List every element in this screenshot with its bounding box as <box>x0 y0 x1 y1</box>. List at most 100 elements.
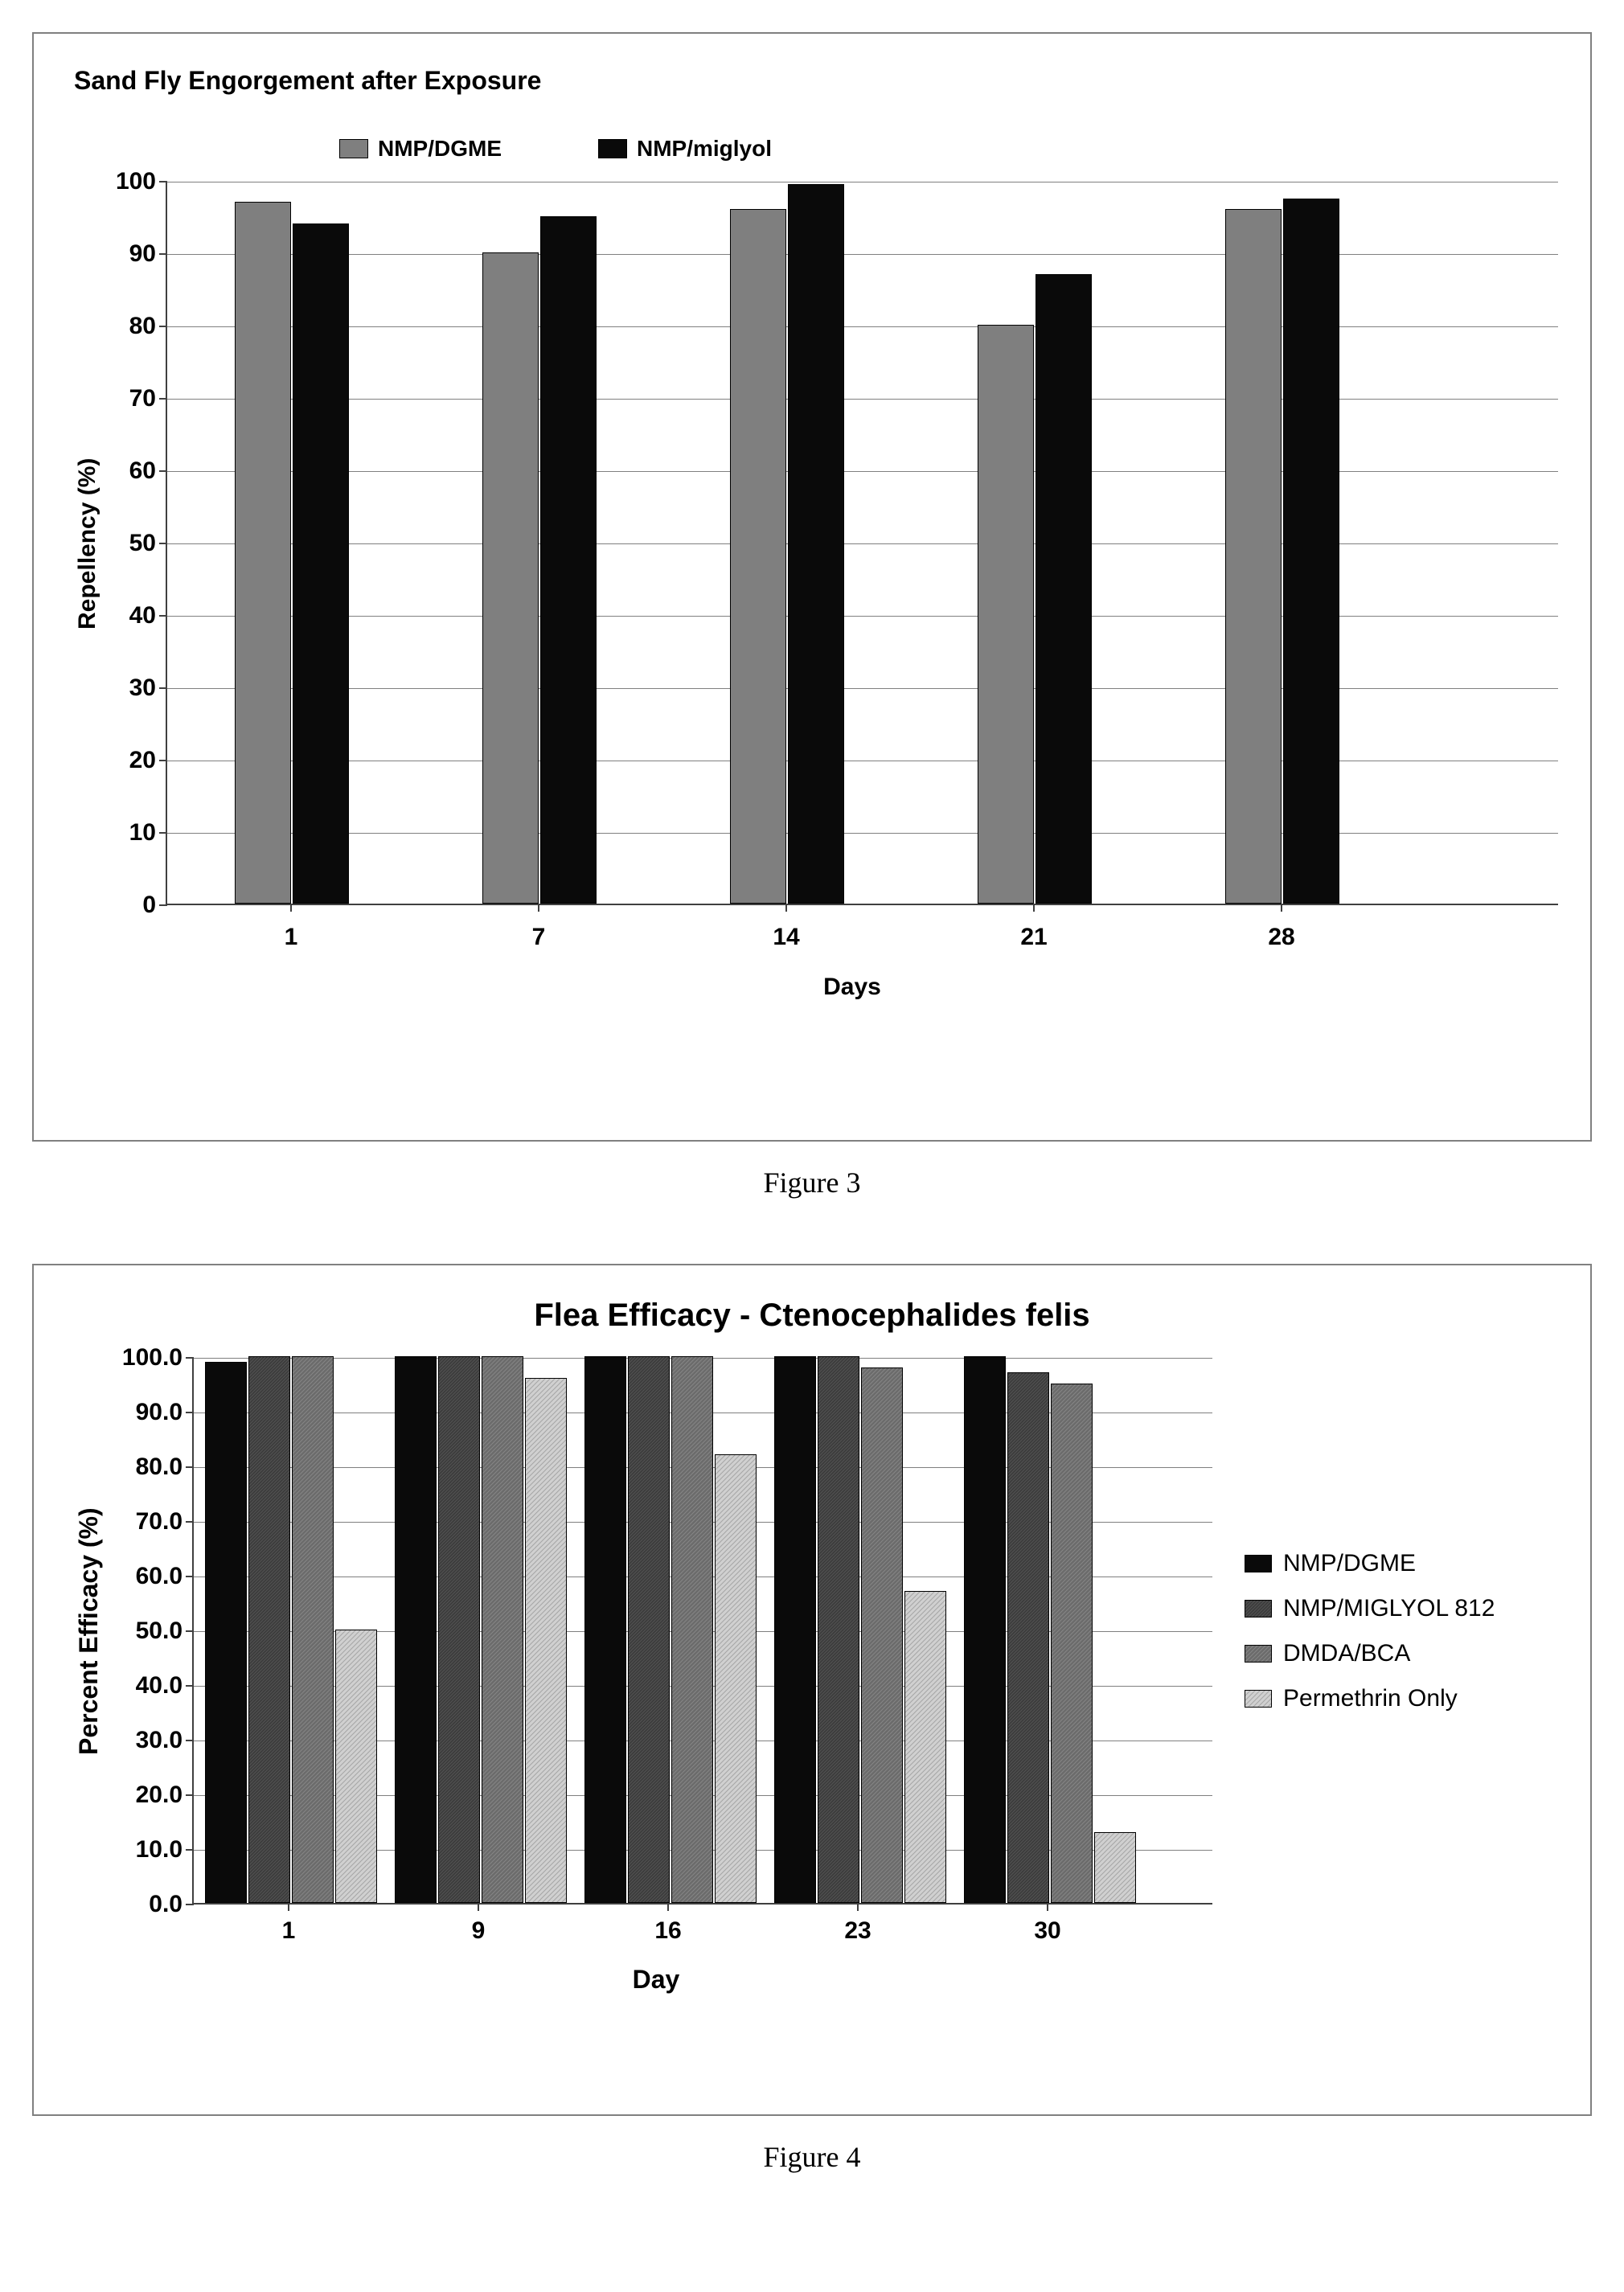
bar <box>292 1356 334 1903</box>
bar <box>438 1356 480 1903</box>
y-tick-mark <box>159 398 167 400</box>
chart2-y-ticks: 0.010.020.030.040.050.060.070.080.090.01… <box>112 1358 192 1905</box>
bar <box>861 1367 903 1903</box>
x-label: 9 <box>383 1917 573 1945</box>
x-label: 1 <box>167 924 415 951</box>
legend-swatch <box>1245 1555 1272 1572</box>
legend-label: DMDA/BCA <box>1283 1640 1410 1667</box>
bar <box>248 1356 290 1903</box>
chart1-y-ticks: 0102030405060708090100 <box>109 182 166 905</box>
gridline <box>167 833 1558 834</box>
legend-label: Permethrin Only <box>1283 1685 1458 1712</box>
x-tick-mark <box>288 1903 289 1911</box>
chart1-title: Sand Fly Engorgement after Exposure <box>74 66 1558 96</box>
legend-label: NMP/miglyol <box>637 136 772 162</box>
x-label: 1 <box>194 1917 383 1945</box>
x-label: 14 <box>662 924 910 951</box>
figure4-caption: Figure 4 <box>32 2140 1592 2174</box>
bar-group <box>482 216 597 904</box>
bar <box>715 1454 757 1903</box>
legend-item: Permethrin Only <box>1245 1685 1558 1712</box>
legend-item: NMP/MIGLYOL 812 <box>1245 1595 1558 1622</box>
y-tick-mark <box>159 832 167 834</box>
bar <box>335 1630 377 1903</box>
y-tick-mark <box>159 687 167 689</box>
bar-group <box>584 1356 757 1903</box>
x-label: 16 <box>573 1917 763 1945</box>
y-tick-mark <box>186 1412 194 1413</box>
y-tick-mark <box>186 1794 194 1796</box>
x-tick-mark <box>785 904 787 912</box>
gridline <box>167 471 1558 472</box>
y-tick-mark <box>159 760 167 761</box>
bar <box>1051 1384 1093 1903</box>
legend-item: NMP/miglyol <box>598 136 772 162</box>
bar <box>628 1356 670 1903</box>
bar <box>482 252 539 904</box>
x-tick-mark <box>857 1903 859 1911</box>
x-tick-mark <box>1281 904 1282 912</box>
chart2-plot-area: 19162330 <box>192 1358 1212 1905</box>
y-tick-mark <box>186 1630 194 1632</box>
gridline <box>167 688 1558 689</box>
legend-swatch <box>1245 1690 1272 1708</box>
chart2-title: Flea Efficacy - Ctenocephalides felis <box>66 1298 1558 1334</box>
bar <box>1225 209 1282 904</box>
y-tick-mark <box>186 1521 194 1523</box>
bar-group <box>774 1356 946 1903</box>
x-label: 30 <box>953 1917 1142 1945</box>
figure3-caption: Figure 3 <box>32 1166 1592 1199</box>
x-label: 21 <box>910 924 1158 951</box>
bar-group <box>395 1356 567 1903</box>
chart2-legend: NMP/DGME NMP/MIGLYOL 812 DMDA/BCA Permethri… <box>1236 1358 1558 1905</box>
y-tick-mark <box>186 1685 194 1687</box>
bar <box>904 1591 946 1903</box>
x-labels-row: 17142128 <box>167 904 1558 951</box>
sandfly-chart-frame: Sand Fly Engorgement after Exposure NMP/… <box>32 32 1592 1142</box>
x-tick-mark <box>1033 904 1035 912</box>
bar <box>671 1356 713 1903</box>
bar <box>1283 199 1339 904</box>
legend-swatch <box>339 139 368 158</box>
gridline <box>167 616 1558 617</box>
x-label: 7 <box>415 924 662 951</box>
bar <box>525 1378 567 1903</box>
legend-swatch <box>1245 1600 1272 1618</box>
x-tick-mark <box>478 1903 479 1911</box>
bar-group <box>978 274 1092 904</box>
legend-label: NMP/DGME <box>378 136 502 162</box>
chart2-y-axis-label: Percent Efficacy (%) <box>66 1358 112 1905</box>
bar <box>205 1362 247 1903</box>
y-tick-mark <box>186 1740 194 1741</box>
bar-group <box>730 184 844 904</box>
bar-group <box>235 202 349 904</box>
chart1-legend: NMP/DGME NMP/miglyol <box>339 136 1558 162</box>
y-tick-mark <box>186 1904 194 1905</box>
gridline <box>167 399 1558 400</box>
x-label: 23 <box>763 1917 953 1945</box>
chart1-x-axis-label: Days <box>146 974 1558 1001</box>
y-tick-mark <box>159 543 167 544</box>
bar <box>482 1356 523 1903</box>
bar <box>584 1356 626 1903</box>
legend-swatch <box>598 139 627 158</box>
bar <box>788 184 844 904</box>
legend-label: NMP/MIGLYOL 812 <box>1283 1595 1495 1622</box>
y-tick-mark <box>186 1849 194 1851</box>
bar <box>1007 1372 1049 1903</box>
bar <box>395 1356 437 1903</box>
bar-group <box>1225 199 1339 904</box>
bar <box>540 216 597 904</box>
bar <box>818 1356 859 1903</box>
y-tick-mark <box>159 181 167 182</box>
bar <box>964 1356 1006 1903</box>
bar <box>774 1356 816 1903</box>
legend-label: NMP/DGME <box>1283 1550 1416 1577</box>
bar <box>978 325 1034 904</box>
bar <box>1094 1832 1136 1903</box>
legend-item: NMP/DGME <box>339 136 502 162</box>
chart2-x-axis-label: Day <box>182 1965 1130 1995</box>
bar-group <box>964 1356 1136 1903</box>
x-labels-row: 19162330 <box>194 1903 1212 1945</box>
legend-item: DMDA/BCA <box>1245 1640 1558 1667</box>
